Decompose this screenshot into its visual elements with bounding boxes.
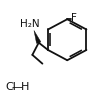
Text: Cl: Cl [5, 82, 16, 92]
Text: —: — [11, 82, 23, 92]
Polygon shape [34, 30, 41, 43]
Text: F: F [71, 13, 77, 23]
Text: H: H [21, 82, 30, 92]
Text: H₂N: H₂N [20, 19, 39, 29]
